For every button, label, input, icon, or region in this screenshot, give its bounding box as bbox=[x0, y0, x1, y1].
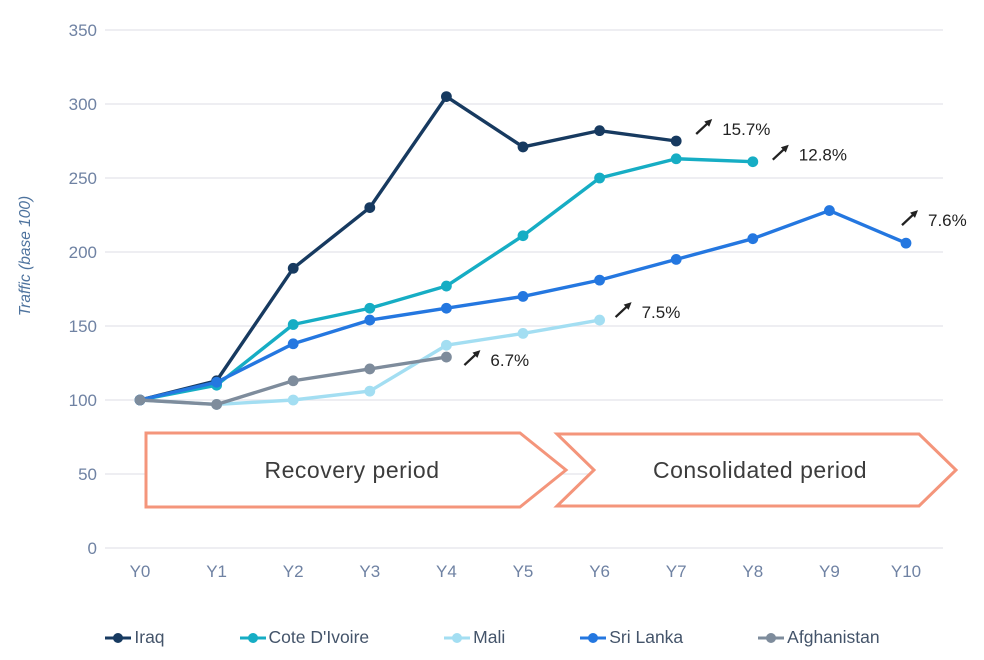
y-tick-label: 100 bbox=[69, 391, 97, 410]
annotation-label-cote-d-ivoire: 12.8% bbox=[799, 146, 847, 165]
x-tick-label: Y7 bbox=[666, 562, 687, 581]
legend-item-iraq: Iraq bbox=[104, 627, 165, 648]
annotation-label-afghanistan: 6.7% bbox=[490, 351, 529, 370]
data-point-iraq-y2 bbox=[287, 262, 299, 274]
x-tick-label: Y1 bbox=[206, 562, 227, 581]
legend-marker-icon bbox=[444, 632, 471, 643]
data-point-afghanistan-y1 bbox=[211, 399, 223, 410]
data-point-cote-d-ivoire-y4 bbox=[441, 280, 452, 292]
consolidated-period-banner bbox=[553, 432, 959, 508]
y-tick-label: 300 bbox=[69, 95, 97, 114]
legend-item-sri-lanka: Sri Lanka bbox=[579, 627, 683, 648]
y-axis-title: Traffic (base 100) bbox=[17, 196, 34, 316]
legend-item-mali: Mali bbox=[443, 627, 505, 648]
data-point-afghanistan-y0 bbox=[134, 394, 146, 406]
data-point-iraq-y7 bbox=[670, 135, 682, 147]
annotation-arrowhead-icon bbox=[623, 302, 632, 310]
data-point-cote-d-ivoire-y5 bbox=[517, 230, 529, 242]
legend-label: Mali bbox=[473, 627, 506, 647]
annotation-label-sri-lanka: 7.6% bbox=[928, 211, 967, 230]
x-tick-label: Y10 bbox=[891, 562, 921, 581]
data-point-cote-d-ivoire-y2 bbox=[287, 319, 299, 330]
legend-marker-icon bbox=[758, 632, 785, 643]
y-tick-label: 250 bbox=[69, 169, 97, 188]
data-point-sri-lanka-y8 bbox=[747, 233, 759, 245]
data-point-iraq-y3 bbox=[364, 202, 376, 214]
data-point-mali-y5 bbox=[517, 328, 529, 339]
annotation-label-iraq: 15.7% bbox=[722, 120, 770, 139]
x-axis-layer: Y0 Y1 Y2 Y3 Y4 Y5 Y6 Y7 Y8 Y9 Y10 bbox=[130, 562, 922, 581]
annotation-arrowhead-icon bbox=[472, 350, 481, 358]
line-chart-canvas: 0 50 100 150 200 250 300 350 Traffic (base 100)… bbox=[17, 21, 967, 581]
data-point-mali-y3 bbox=[364, 385, 376, 397]
annotations-layer: 15.7% 12.8% 7.5% 7.6% 6.7% bbox=[463, 119, 967, 370]
y-tick-label: 200 bbox=[69, 243, 97, 262]
x-tick-label: Y9 bbox=[819, 562, 840, 581]
data-point-mali-y2 bbox=[287, 394, 299, 406]
consolidated-period-label: Consolidated period bbox=[653, 457, 867, 483]
data-point-sri-lanka-y7 bbox=[670, 254, 682, 265]
y-tick-label: 50 bbox=[78, 465, 97, 484]
data-point-sri-lanka-y9 bbox=[824, 205, 835, 216]
data-point-afghanistan-y2 bbox=[287, 375, 299, 387]
x-tick-label: Y2 bbox=[283, 562, 304, 581]
period-banners: Recovery period Consolidated period bbox=[144, 431, 959, 509]
x-tick-label: Y5 bbox=[513, 562, 534, 581]
data-point-cote-d-ivoire-y6 bbox=[594, 172, 605, 184]
legend-marker-icon bbox=[580, 632, 607, 643]
data-point-iraq-y5 bbox=[517, 141, 529, 153]
series-layer bbox=[134, 91, 912, 410]
legend-label: Cote D'Ivoire bbox=[268, 627, 370, 647]
x-tick-label: Y4 bbox=[436, 562, 457, 581]
x-tick-label: Y6 bbox=[589, 562, 610, 581]
legend-label: Afghanistan bbox=[787, 627, 880, 647]
data-point-sri-lanka-y10 bbox=[900, 237, 912, 249]
data-point-cote-d-ivoire-y7 bbox=[670, 153, 682, 165]
legend-label: Sri Lanka bbox=[609, 627, 684, 647]
y-tick-label: 0 bbox=[88, 539, 97, 558]
series-line-iraq bbox=[138, 94, 678, 402]
data-point-sri-lanka-y2 bbox=[287, 338, 299, 350]
data-point-afghanistan-y3 bbox=[364, 363, 376, 375]
legend-marker-icon bbox=[105, 632, 132, 643]
data-point-cote-d-ivoire-y8 bbox=[747, 156, 759, 168]
data-point-iraq-y6 bbox=[594, 125, 605, 137]
data-point-sri-lanka-y6 bbox=[594, 274, 605, 286]
data-point-afghanistan-y4 bbox=[441, 351, 452, 363]
chart-legend: Iraq Cote D'Ivoire Mali Sri Lanka Afghanista… bbox=[0, 627, 984, 648]
data-point-sri-lanka-y4 bbox=[441, 302, 452, 314]
data-point-cote-d-ivoire-y3 bbox=[364, 302, 376, 314]
legend-marker-icon bbox=[239, 632, 266, 643]
annotation-arrowhead-icon bbox=[910, 210, 918, 218]
annotation-arrowhead-icon bbox=[704, 119, 713, 127]
data-point-mali-y6 bbox=[594, 314, 605, 326]
data-point-mali-y4 bbox=[441, 339, 452, 351]
data-point-iraq-y4 bbox=[441, 91, 452, 102]
y-tick-label: 150 bbox=[69, 317, 97, 336]
annotation-label-mali: 7.5% bbox=[642, 303, 681, 322]
recovery-period-label: Recovery period bbox=[265, 457, 440, 483]
annotation-arrowhead-icon bbox=[780, 144, 789, 153]
legend-label: Iraq bbox=[134, 627, 165, 647]
series-line-cote-d-ivoire bbox=[138, 157, 755, 402]
data-point-sri-lanka-y1 bbox=[211, 376, 223, 388]
legend-item-cote-d-ivoire: Cote D'Ivoire bbox=[239, 627, 370, 648]
x-tick-label: Y8 bbox=[742, 562, 763, 581]
recovery-period-banner bbox=[144, 431, 569, 509]
x-tick-label: Y0 bbox=[130, 562, 151, 581]
data-point-sri-lanka-y3 bbox=[364, 314, 376, 326]
x-tick-label: Y3 bbox=[359, 562, 380, 581]
y-tick-label: 350 bbox=[69, 21, 97, 40]
gridlines-layer: 0 50 100 150 200 250 300 350 bbox=[69, 21, 943, 558]
legend-item-afghanistan: Afghanistan bbox=[757, 627, 880, 648]
data-point-sri-lanka-y5 bbox=[517, 291, 529, 302]
